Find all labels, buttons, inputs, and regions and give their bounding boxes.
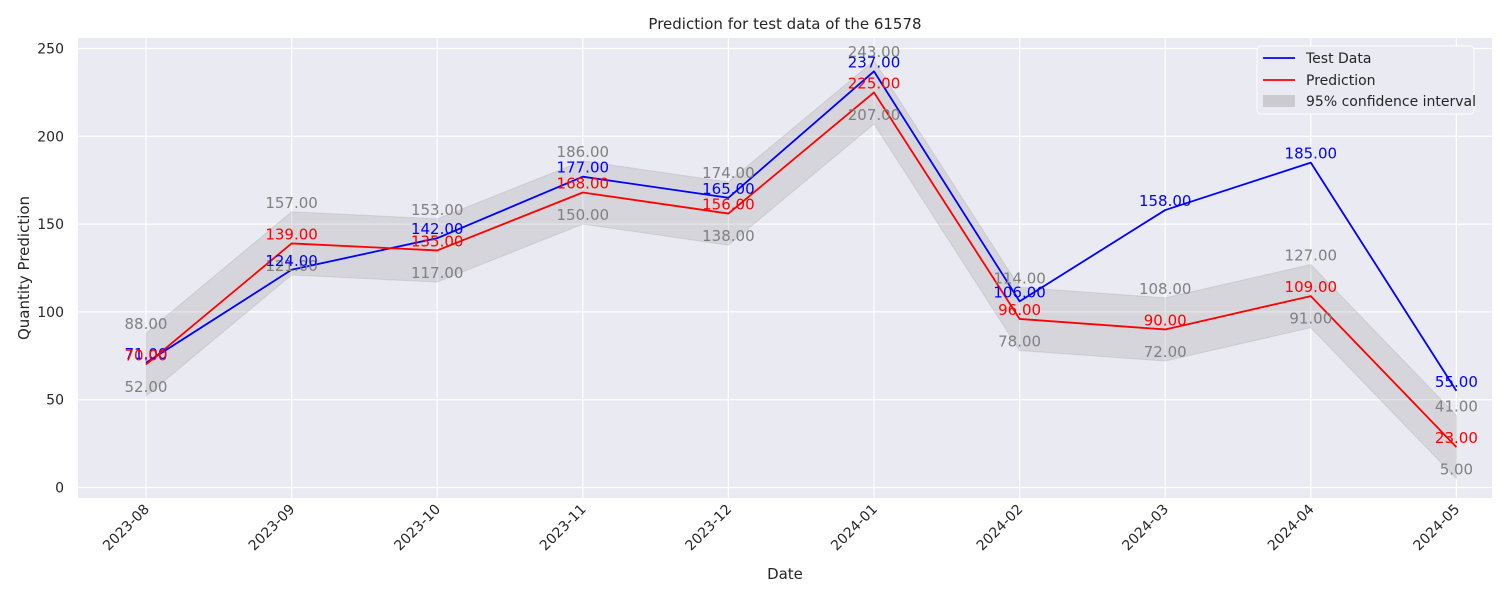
test-data-line [145,70,1458,392]
ci-lower-label: 78.00 [998,333,1041,351]
legend-label-confidence-interval: 95% confidence interval [1306,94,1476,110]
test-data-label: 185.00 [1285,145,1338,163]
prediction-line [145,91,1458,448]
ci-lower-label: 207.00 [848,106,901,124]
legend-label-prediction: Prediction [1306,73,1376,89]
ci-lower-label: 72.00 [1144,343,1187,361]
ci-lower-label: 121.00 [265,257,318,275]
y-tick-label: 100 [37,305,64,321]
ci-upper-label: 174.00 [702,164,755,182]
x-tick-label: 2023-09 [246,502,299,555]
ci-upper-label: 186.00 [557,143,610,161]
prediction-label: 168.00 [557,175,610,193]
ci-upper-label: 127.00 [1285,246,1338,264]
prediction-label: 90.00 [1144,311,1187,329]
data-labels-group: 88.00 157.00 153.00 186.00 174.00 243.00 114.0… [125,43,1478,479]
ci-upper-label: 114.00 [993,269,1046,287]
x-tick-label: 2024-02 [974,502,1027,555]
test-data-label: 142.00 [411,220,464,238]
prediction-label: 225.00 [848,74,901,92]
test-data-label: 177.00 [557,159,610,177]
ci-upper-label: 157.00 [265,194,318,212]
chart-title: Prediction for test data of the 61578 [648,15,921,33]
legend-label-test-data: Test Data [1305,51,1371,67]
test-data-label: 237.00 [848,53,901,71]
x-tick-label: 2024-04 [1265,501,1318,554]
test-data-label: 106.00 [993,283,1046,301]
grid-lines [78,38,1492,498]
test-data-label: 55.00 [1435,373,1478,391]
ci-lower-label: 138.00 [702,227,755,245]
ci-upper-label: 108.00 [1139,280,1192,298]
legend: Test Data Prediction 95% confidence inte… [1256,45,1476,115]
y-tick-label: 0 [55,480,64,496]
x-tick-label: 2024-05 [1411,502,1464,555]
prediction-label: 139.00 [265,225,318,243]
y-axis-label: Quantity Prediction [15,196,33,340]
ci-lower-label: 117.00 [411,264,464,282]
y-tick-label: 50 [46,393,64,409]
prediction-label: 96.00 [998,301,1041,319]
x-tick-label: 2023-11 [537,502,590,555]
ci-upper-label: 243.00 [848,43,901,61]
legend-box [1256,45,1475,115]
ci-lower-label: 5.00 [1440,461,1473,479]
y-tick-label: 250 [37,42,64,58]
ci-lower-label: 52.00 [125,378,168,396]
ci-upper-label: 41.00 [1435,397,1478,415]
ci-lower-label: 91.00 [1289,310,1332,328]
test-data-label: 158.00 [1139,192,1192,210]
x-tick-label: 2024-01 [828,502,881,555]
prediction-label: 156.00 [702,196,755,214]
x-tick-label: 2023-12 [683,502,736,555]
legend-swatch-confidence-interval [1263,95,1295,107]
confidence-band-group [145,60,1457,480]
prediction-label: 70.00 [125,347,168,365]
ci-lower-label: 150.00 [557,206,610,224]
test-data-label: 165.00 [702,180,755,198]
test-data-label: 124.00 [265,252,318,270]
plot-background [78,38,1492,498]
ci-upper-label: 88.00 [125,315,168,333]
x-tick-label: 2024-03 [1119,502,1172,555]
prediction-label: 135.00 [411,232,464,250]
x-tick-label: 2023-10 [391,502,444,555]
test-data-label: 71.00 [125,345,168,363]
y-tick-label: 200 [37,129,64,145]
x-axis-label: Date [767,565,803,583]
prediction-label: 23.00 [1435,429,1478,447]
y-tick-label: 150 [37,217,64,233]
x-tick-label: 2023-08 [100,502,153,555]
series-lines-group [145,70,1458,448]
confidence-band [145,60,1457,480]
ci-upper-label: 153.00 [411,201,464,219]
prediction-label: 109.00 [1285,278,1338,296]
